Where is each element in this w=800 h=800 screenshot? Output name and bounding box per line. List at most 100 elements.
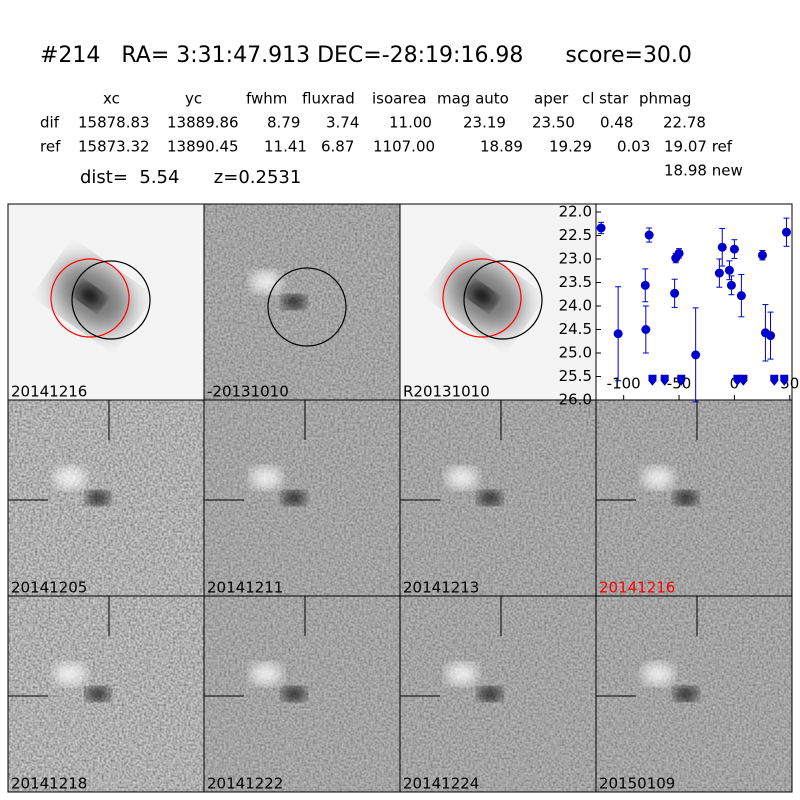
stamp-image [400, 204, 596, 400]
table-header: mag auto [437, 90, 509, 108]
stamps: 20141216 -20131010 R20131010 20141205 201412… [7, 203, 793, 793]
stamp-label: R20131010 [403, 383, 490, 401]
light-curve: 22.0 22.5 23.0 23.5 24.0 24.5 25.0 25.5 26.0 -100… [559, 202, 800, 408]
bright-blob [250, 663, 282, 685]
point [766, 331, 776, 341]
table-cell: 23.50 [532, 114, 575, 132]
table-cell: 13890.45 [167, 138, 239, 156]
stamp: 20141213 [399, 399, 597, 597]
table-cell: 15878.83 [78, 114, 150, 132]
table-header: phmag [639, 90, 691, 108]
stamp-label: 20150109 [599, 775, 675, 793]
stamp: 20141216 [595, 399, 793, 597]
point [640, 280, 650, 290]
stamp-image [400, 596, 596, 792]
dark-blob [674, 687, 698, 701]
table-cell: 0.48 [600, 114, 633, 132]
y-tick-label: 24.0 [559, 296, 592, 314]
stamp-label: 20141216 [599, 579, 675, 597]
point [596, 223, 606, 233]
table-cell: 11.41 [264, 138, 307, 156]
point [670, 288, 680, 298]
stamp-image [8, 204, 204, 400]
bright-blob [446, 663, 478, 685]
table-cell: 19.07 ref [664, 138, 733, 156]
table-extra: 18.98 new [664, 162, 743, 180]
point [736, 291, 746, 301]
table-header: fwhm [246, 90, 287, 108]
table-header: isoarea [372, 90, 427, 108]
bright-blob [250, 467, 282, 489]
stamp: -20131010 [203, 203, 401, 401]
point [691, 350, 701, 360]
dark-blob [86, 491, 110, 505]
stamp-label: 20141216 [11, 383, 87, 401]
stamp: 20141224 [399, 595, 597, 793]
point [714, 268, 724, 278]
bright-blob [446, 467, 478, 489]
upper-limit [770, 374, 779, 386]
dark-blob [282, 295, 306, 309]
table-cell: 15873.32 [78, 138, 150, 156]
bright-blob [250, 271, 282, 293]
table-cell: 1107.00 [373, 138, 435, 156]
ref-circle [50, 258, 130, 338]
point [757, 250, 767, 260]
table-cell: 19.29 [549, 138, 592, 156]
point [644, 230, 654, 240]
stamp-label: 20141224 [403, 775, 479, 793]
stamp-frame [595, 595, 793, 793]
table-header: yc [185, 90, 202, 108]
stamp: 20141222 [203, 595, 401, 793]
upper-limit [648, 374, 657, 386]
stamp: 20150109 [595, 595, 793, 793]
point [674, 248, 684, 258]
bright-blob [54, 663, 86, 685]
stamp: R20131010 [399, 203, 597, 401]
point [641, 324, 651, 334]
point [724, 265, 734, 275]
x-tick-label: -100 [607, 375, 641, 393]
table-cell: 18.89 [480, 138, 523, 156]
y-tick-label: 22.0 [559, 202, 592, 220]
stamp-image [596, 400, 792, 596]
stamp-label: -20131010 [207, 383, 289, 401]
table-cell: 22.78 [663, 114, 706, 132]
dark-blob [674, 491, 698, 505]
stamp: 20141218 [7, 595, 205, 793]
table-cell: 23.19 [463, 114, 506, 132]
upper-limit [739, 374, 748, 386]
table-cell: 3.74 [326, 114, 359, 132]
upper-limit [780, 374, 789, 386]
dist: dist= 5.54 z=0.2531 [80, 167, 301, 188]
point [729, 244, 739, 254]
stamp-label: 20141218 [11, 775, 87, 793]
table-cell: dif [40, 114, 60, 132]
stamp-image [204, 204, 400, 400]
stamp-label: 20141205 [11, 579, 87, 597]
table-cell: 0.03 [617, 138, 650, 156]
point [613, 329, 623, 339]
y-tick-label: 22.5 [559, 226, 592, 244]
table-cell: 6.87 [321, 138, 354, 156]
table-header: xc [103, 90, 120, 108]
table-cell: 8.79 [267, 114, 300, 132]
y-tick-label: 23.0 [559, 249, 592, 267]
dark-blob [282, 687, 306, 701]
y-tick-label: 24.5 [559, 320, 592, 338]
table-header: cl star [582, 90, 629, 108]
point [717, 242, 727, 252]
point [726, 280, 736, 290]
ref-circle [442, 258, 522, 338]
stamp-image [400, 400, 596, 596]
dark-blob [478, 687, 502, 701]
stamp-label: 20141213 [403, 579, 479, 597]
galaxy-core [469, 285, 495, 307]
new-circle [267, 267, 347, 347]
dark-blob [282, 491, 306, 505]
y-tick-label: 23.5 [559, 273, 592, 291]
new-circle [71, 260, 151, 340]
stamp: 20141205 [7, 399, 205, 597]
table-cell: 13889.86 [167, 114, 239, 132]
stamp: 20141211 [203, 399, 401, 597]
